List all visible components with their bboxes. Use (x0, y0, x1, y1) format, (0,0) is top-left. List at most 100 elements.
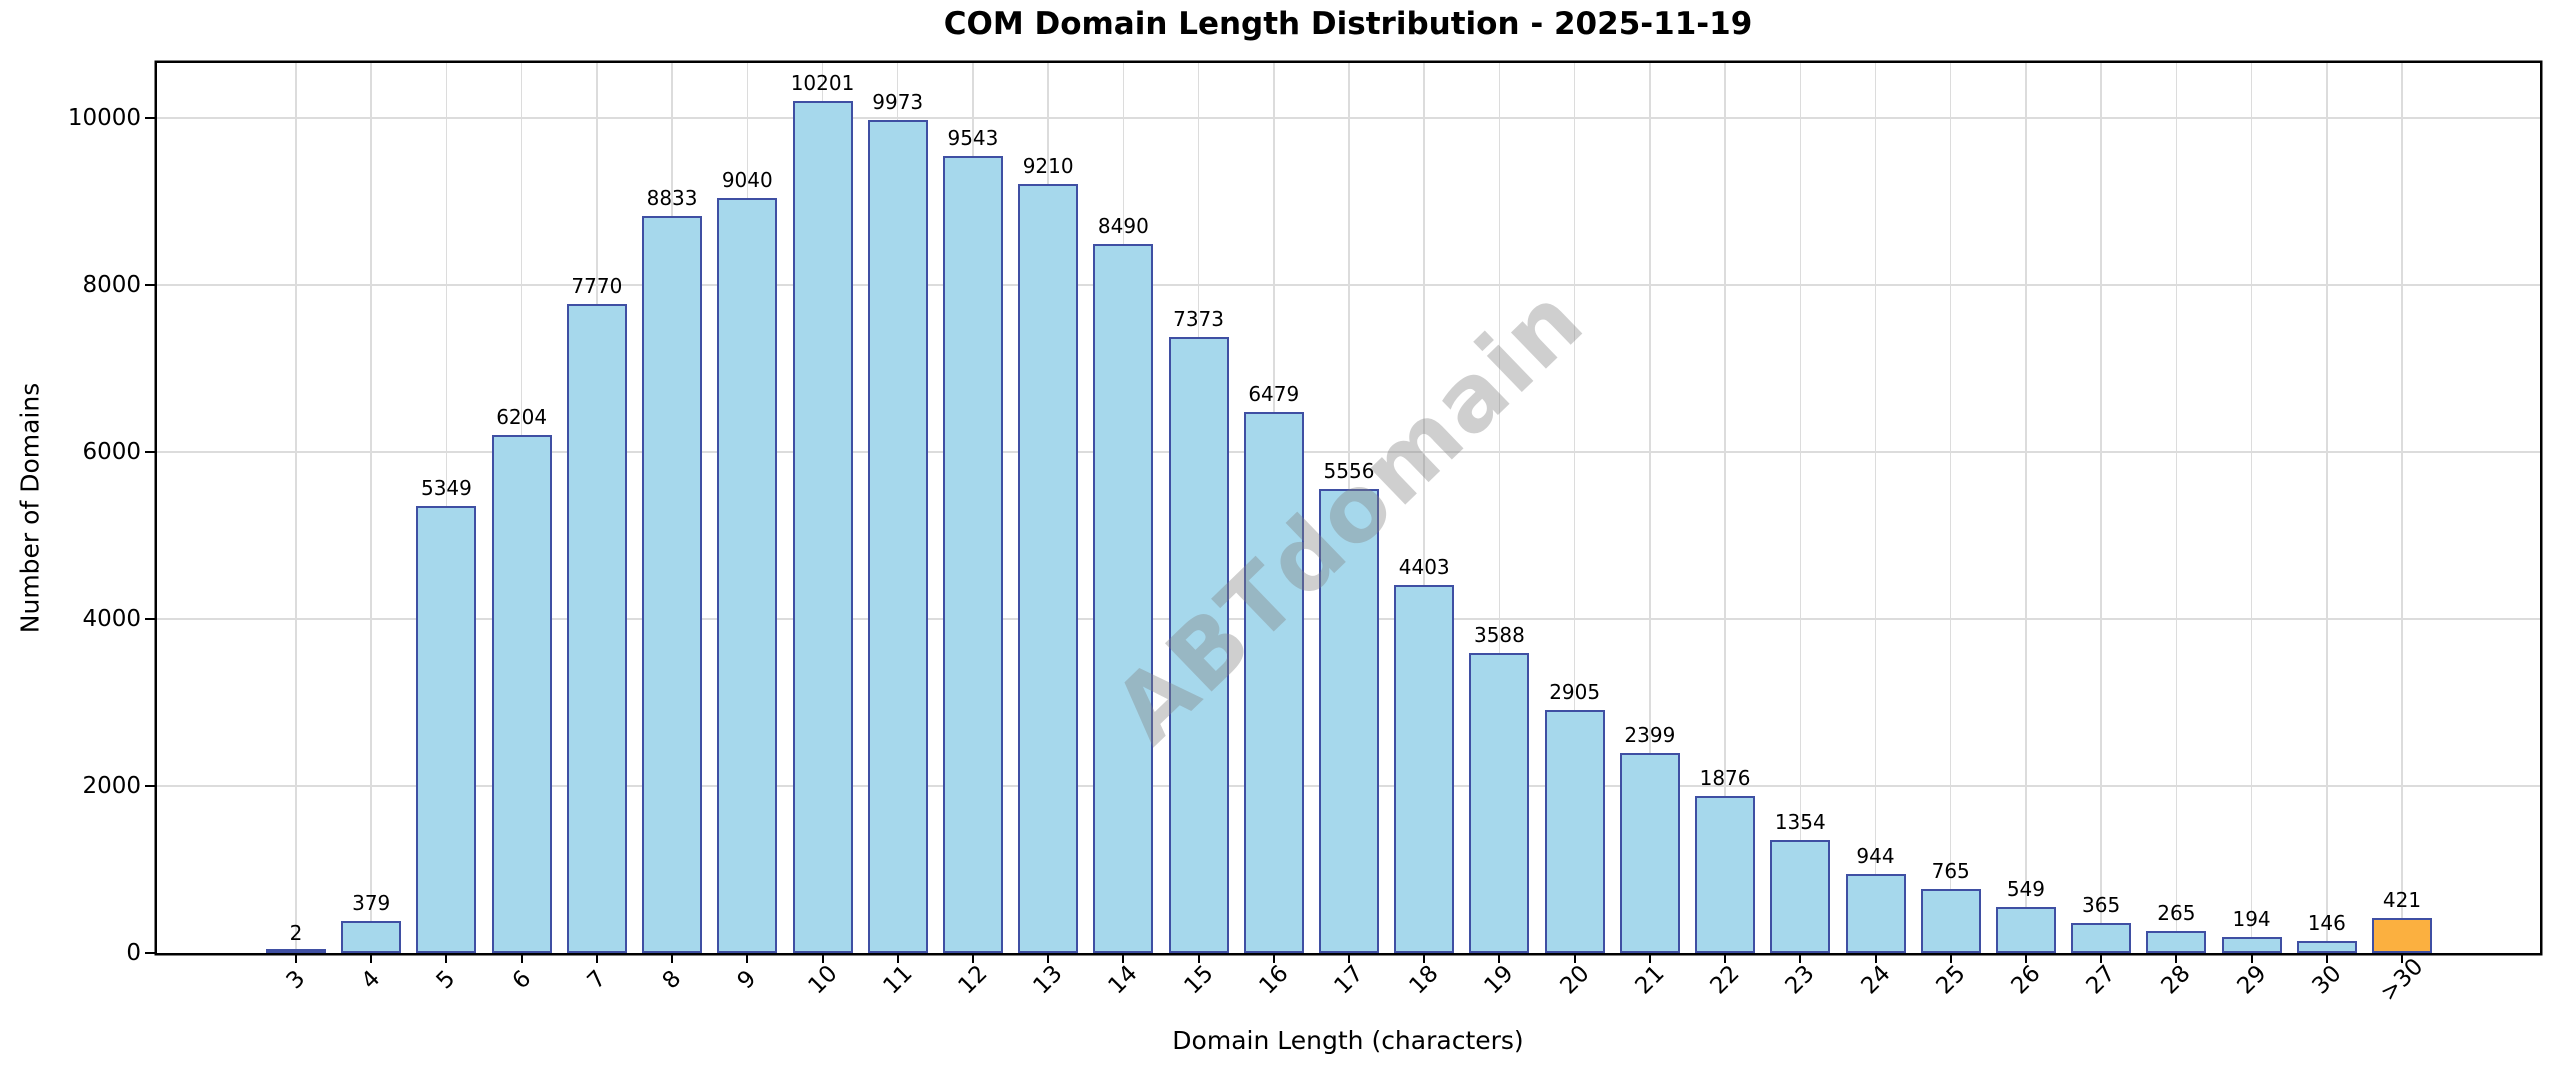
bar (1695, 796, 1756, 953)
v-gridline (1573, 63, 1576, 953)
x-axis-label: Domain Length (characters) (1172, 1026, 1524, 1055)
bar-value-label: 3588 (1473, 623, 1525, 648)
v-gridline (370, 63, 372, 953)
bar (867, 120, 928, 953)
x-tick-label: 15 (1179, 960, 1219, 1000)
bar (1770, 839, 1831, 953)
x-tick-label: 4 (356, 965, 386, 995)
bar-value-label: 2399 (1624, 722, 1676, 747)
x-tick-mark (1047, 953, 1050, 963)
bar (2372, 917, 2432, 953)
y-tick-mark (145, 785, 155, 788)
x-tick-label: 24 (1855, 960, 1896, 1000)
x-tick-mark (595, 953, 598, 963)
v-gridline (2175, 63, 2178, 953)
x-tick-mark (1573, 953, 1576, 963)
y-tick-mark (145, 451, 155, 454)
v-gridline (2326, 63, 2328, 953)
bar-value-label: 365 (2082, 892, 2121, 917)
x-tick-label: 29 (2232, 960, 2272, 1000)
x-tick-mark (2250, 953, 2253, 963)
bar-value-label: 549 (2006, 877, 2046, 902)
v-gridline (295, 63, 297, 953)
y-tick-label: 0 (126, 940, 141, 966)
v-gridline (1498, 63, 1501, 953)
x-tick-label: 30 (2307, 960, 2347, 1000)
v-gridline (2401, 63, 2403, 953)
v-gridline (1724, 63, 1726, 953)
y-axis-label: Number of Domains (15, 382, 45, 634)
plot-area: 0 2000 4000 6000 8000 10000 2 3 379 4 5349 5 6204 6 77… (68, 63, 2540, 1006)
x-tick-mark (746, 953, 749, 963)
bar (1243, 412, 1304, 953)
x-tick-label: 9 (732, 965, 762, 995)
y-tick-mark (145, 618, 155, 621)
bar (1394, 585, 1455, 953)
bar (1995, 907, 2056, 953)
y-tick-label: 10000 (67, 105, 141, 132)
bar (792, 101, 853, 953)
x-tick-label: 26 (2006, 960, 2046, 1000)
bar (1920, 889, 1981, 953)
bar (2296, 940, 2357, 953)
bar-value-label: 765 (1931, 859, 1970, 884)
y-tick-label: 2000 (82, 773, 141, 800)
bar-value-label: 9973 (872, 90, 924, 115)
x-tick-label: 16 (1254, 960, 1294, 1000)
x-tick-label: 22 (1705, 960, 1745, 1000)
bar (341, 921, 402, 953)
bar-value-label: 9210 (1022, 154, 1074, 179)
bar-value-label: 4403 (1398, 555, 1450, 580)
x-tick-label: 10 (802, 960, 843, 1000)
x-tick-mark (1122, 953, 1125, 963)
bar (2146, 930, 2207, 953)
v-gridline (2025, 63, 2027, 953)
bar-value-label: 2905 (1549, 680, 1601, 705)
y-tick-label: 8000 (82, 272, 141, 299)
bar-value-label: 1876 (1699, 766, 1751, 791)
x-tick-label: 20 (1555, 960, 1595, 1000)
bar-value-label: 379 (352, 891, 391, 916)
y-tick-label: 4000 (82, 606, 141, 633)
x-tick-label: 6 (507, 965, 537, 995)
bar (1544, 710, 1605, 953)
x-tick-mark (1197, 953, 1200, 963)
x-tick-label: 19 (1479, 960, 1519, 1000)
x-tick-mark (295, 953, 297, 963)
x-tick-mark (2100, 953, 2103, 963)
x-tick-mark (370, 953, 373, 963)
bar (2071, 922, 2132, 953)
x-tick-mark (2024, 953, 2027, 963)
x-tick-mark (896, 953, 899, 963)
x-tick-label: 8 (657, 965, 687, 995)
x-tick-label: 25 (1931, 960, 1971, 1000)
bar-value-label: 421 (2382, 887, 2422, 912)
bar (1619, 752, 1680, 953)
x-tick-label: 14 (1103, 960, 1143, 1000)
y-tick-mark (145, 952, 155, 954)
bar-value-label: 7770 (571, 274, 623, 299)
x-tick-label: >30 (2375, 953, 2429, 1007)
x-tick-mark (2325, 953, 2328, 963)
x-tick-label: 17 (1329, 960, 1369, 1000)
bar-value-label: 6479 (1248, 382, 1300, 407)
bar-value-label: 265 (2157, 900, 2196, 925)
bar (566, 304, 627, 953)
x-tick-mark (1949, 953, 1952, 963)
x-tick-mark (1724, 953, 1727, 963)
bar (942, 156, 1003, 953)
bar-value-label: 5556 (1323, 459, 1375, 484)
bar-value-label: 5349 (420, 476, 472, 501)
x-tick-mark (821, 953, 824, 963)
x-tick-mark (1272, 953, 1275, 963)
x-tick-mark (1874, 953, 1877, 963)
bar-value-label: 10201 (790, 71, 855, 96)
bar-value-label: 194 (2232, 906, 2271, 931)
x-tick-label: 5 (432, 965, 461, 995)
x-tick-mark (520, 953, 523, 963)
bar-value-label: 8490 (1097, 214, 1149, 239)
x-tick-mark (1498, 953, 1501, 963)
bar-value-label: 944 (1856, 844, 1895, 869)
x-tick-label: 28 (2156, 960, 2196, 1000)
bar (266, 949, 326, 953)
